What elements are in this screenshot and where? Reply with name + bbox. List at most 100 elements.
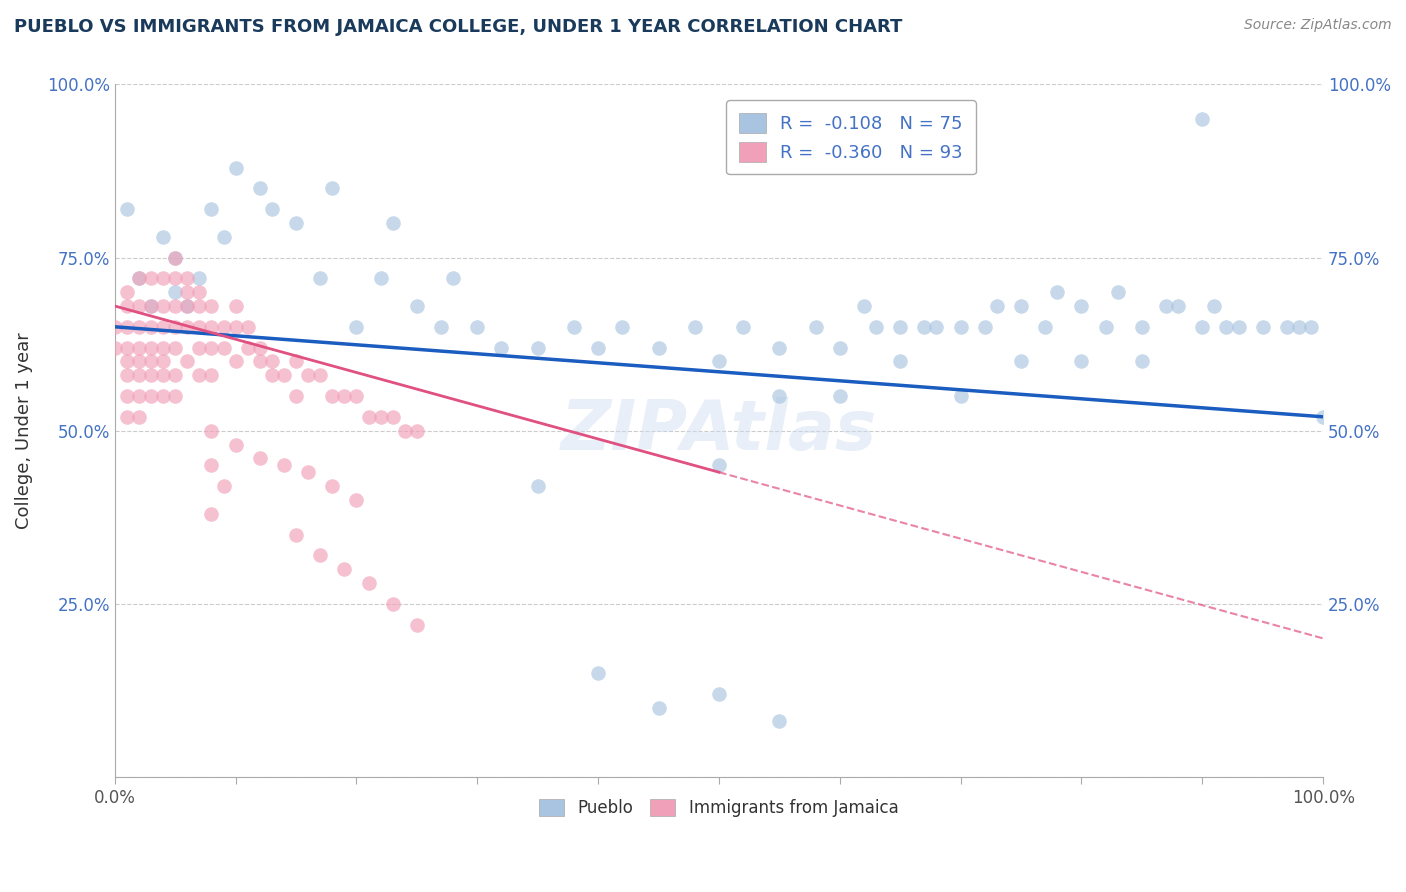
- Point: [165, 341, 187, 355]
- Point: [285, 527, 308, 541]
- Point: [200, 458, 222, 473]
- Point: [139, 271, 162, 285]
- Point: [260, 202, 283, 216]
- Point: [1204, 299, 1226, 313]
- Point: [165, 271, 187, 285]
- Point: [333, 389, 356, 403]
- Point: [249, 451, 271, 466]
- Point: [115, 389, 138, 403]
- Point: [1070, 354, 1092, 368]
- Point: [285, 216, 308, 230]
- Point: [273, 458, 295, 473]
- Point: [165, 389, 187, 403]
- Point: [139, 299, 162, 313]
- Point: [973, 319, 995, 334]
- Point: [381, 409, 404, 424]
- Point: [1288, 319, 1310, 334]
- Point: [804, 319, 827, 334]
- Point: [346, 319, 368, 334]
- Point: [128, 368, 150, 383]
- Point: [949, 319, 972, 334]
- Point: [768, 389, 790, 403]
- Point: [828, 389, 851, 403]
- Point: [200, 341, 222, 355]
- Point: [586, 665, 609, 680]
- Legend: Pueblo, Immigrants from Jamaica: Pueblo, Immigrants from Jamaica: [533, 792, 905, 824]
- Y-axis label: College, Under 1 year: College, Under 1 year: [15, 333, 32, 529]
- Point: [128, 389, 150, 403]
- Text: PUEBLO VS IMMIGRANTS FROM JAMAICA COLLEGE, UNDER 1 YEAR CORRELATION CHART: PUEBLO VS IMMIGRANTS FROM JAMAICA COLLEG…: [14, 18, 903, 36]
- Point: [1130, 319, 1153, 334]
- Point: [381, 216, 404, 230]
- Point: [139, 389, 162, 403]
- Point: [225, 319, 247, 334]
- Point: [465, 319, 488, 334]
- Point: [1191, 319, 1213, 334]
- Point: [212, 319, 235, 334]
- Point: [309, 271, 332, 285]
- Point: [260, 368, 283, 383]
- Point: [612, 319, 634, 334]
- Point: [357, 409, 380, 424]
- Point: [165, 368, 187, 383]
- Point: [139, 341, 162, 355]
- Point: [176, 319, 198, 334]
- Point: [115, 368, 138, 383]
- Point: [925, 319, 948, 334]
- Point: [249, 181, 271, 195]
- Point: [405, 424, 427, 438]
- Point: [139, 299, 162, 313]
- Point: [309, 368, 332, 383]
- Point: [139, 354, 162, 368]
- Point: [200, 368, 222, 383]
- Point: [260, 354, 283, 368]
- Point: [200, 319, 222, 334]
- Point: [321, 389, 343, 403]
- Point: [115, 202, 138, 216]
- Point: [152, 229, 174, 244]
- Point: [139, 368, 162, 383]
- Point: [152, 299, 174, 313]
- Point: [128, 354, 150, 368]
- Point: [768, 714, 790, 729]
- Point: [152, 389, 174, 403]
- Point: [188, 341, 211, 355]
- Point: [1251, 319, 1274, 334]
- Point: [1215, 319, 1237, 334]
- Point: [562, 319, 585, 334]
- Point: [297, 368, 319, 383]
- Point: [212, 229, 235, 244]
- Point: [1033, 319, 1056, 334]
- Point: [381, 597, 404, 611]
- Point: [115, 299, 138, 313]
- Point: [128, 409, 150, 424]
- Point: [321, 181, 343, 195]
- Point: [370, 271, 392, 285]
- Point: [188, 319, 211, 334]
- Point: [188, 271, 211, 285]
- Point: [176, 299, 198, 313]
- Point: [128, 341, 150, 355]
- Point: [586, 341, 609, 355]
- Point: [115, 285, 138, 300]
- Point: [115, 409, 138, 424]
- Point: [357, 576, 380, 591]
- Point: [430, 319, 453, 334]
- Point: [1154, 299, 1177, 313]
- Point: [249, 354, 271, 368]
- Point: [321, 479, 343, 493]
- Point: [188, 299, 211, 313]
- Point: [526, 341, 548, 355]
- Point: [491, 341, 513, 355]
- Point: [1010, 354, 1032, 368]
- Point: [1299, 319, 1322, 334]
- Point: [852, 299, 875, 313]
- Point: [104, 319, 127, 334]
- Point: [309, 549, 332, 563]
- Point: [225, 299, 247, 313]
- Point: [1167, 299, 1189, 313]
- Point: [1107, 285, 1129, 300]
- Point: [394, 424, 416, 438]
- Point: [165, 285, 187, 300]
- Point: [986, 299, 1008, 313]
